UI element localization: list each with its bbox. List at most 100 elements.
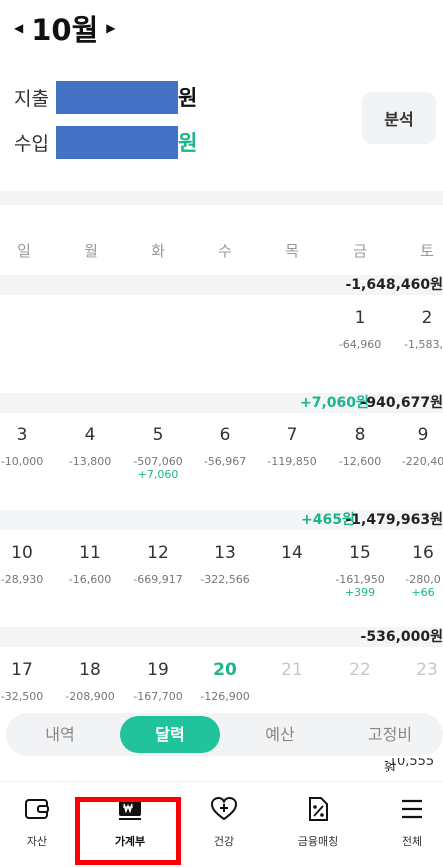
calendar-day[interactable]: 11 -16,600 bbox=[60, 543, 120, 586]
week-total-partial: -10,555원 bbox=[384, 758, 435, 772]
day-expense: -28,930 bbox=[0, 573, 44, 586]
nav-health[interactable]: 건강 bbox=[184, 796, 264, 849]
nav-label: 건강 bbox=[213, 835, 235, 848]
income-label: 수입 bbox=[14, 132, 49, 155]
calendar-day[interactable]: 6 -56,967 bbox=[195, 425, 255, 468]
monthly-summary: 지출 원 수입 원 bbox=[14, 80, 197, 170]
day-number: 8 bbox=[354, 425, 366, 445]
calendar-day[interactable]: 18 -208,900 bbox=[60, 660, 120, 703]
tab-fixed-cost[interactable]: 고정비 bbox=[367, 725, 413, 744]
calendar-day[interactable]: 3 -10,000 bbox=[0, 425, 52, 468]
ledger-won-icon bbox=[119, 799, 141, 820]
calendar-day[interactable]: 9 -220,40 bbox=[393, 425, 443, 468]
day-number: 13 bbox=[214, 543, 236, 563]
day-number: 1 bbox=[354, 308, 366, 328]
calendar-day[interactable]: 10 -28,930 bbox=[0, 543, 52, 586]
day-expense: -56,967 bbox=[203, 455, 247, 468]
week-summary-bar: +7,060원 -940,677원 bbox=[0, 393, 443, 413]
day-number: 5 bbox=[152, 425, 164, 445]
day-number: 11 bbox=[79, 543, 101, 563]
calendar-day-future[interactable]: 23 bbox=[397, 660, 443, 684]
weekday-wed: 수 bbox=[218, 242, 232, 260]
calendar-day[interactable]: 19 -167,700 bbox=[128, 660, 188, 703]
income-won-unit: 원 bbox=[178, 131, 198, 155]
day-number: 16 bbox=[412, 543, 434, 563]
day-expense: -32,500 bbox=[0, 690, 44, 703]
day-number: 12 bbox=[147, 543, 169, 563]
nav-household-ledger[interactable]: 가계부 bbox=[90, 796, 170, 849]
week-income: +7,060원 bbox=[300, 395, 369, 411]
section-divider bbox=[0, 191, 443, 205]
day-income: +66 bbox=[411, 586, 435, 599]
tab-history[interactable]: 내역 bbox=[45, 725, 75, 744]
day-number: 22 bbox=[349, 660, 371, 680]
calendar-day[interactable]: 4 -13,800 bbox=[60, 425, 120, 468]
expense-label: 지출 bbox=[14, 87, 49, 110]
day-expense: -208,900 bbox=[65, 690, 115, 703]
day-expense: -119,850 bbox=[267, 455, 317, 468]
weekday-sat: 토 bbox=[420, 242, 434, 260]
calendar-day[interactable]: 7 -119,850 bbox=[262, 425, 322, 468]
day-number: 14 bbox=[281, 543, 303, 563]
week-summary-bar: -1,648,460원 bbox=[0, 275, 443, 295]
day-number: 21 bbox=[281, 660, 303, 680]
nav-financial-matching[interactable]: 금융매칭 bbox=[278, 796, 358, 849]
nav-label: 자산 bbox=[26, 835, 48, 848]
day-expense: -12,600 bbox=[338, 455, 382, 468]
calendar-day-future[interactable]: 22 bbox=[330, 660, 390, 684]
week-summary-bar: -536,000원 bbox=[0, 627, 443, 647]
highlight-box bbox=[75, 797, 181, 865]
day-expense: -669,917 bbox=[133, 573, 183, 586]
calendar-day[interactable]: 5 -507,060 +7,060 bbox=[128, 425, 188, 481]
week-total: -1,648,460원 bbox=[345, 277, 443, 293]
calendar-day[interactable]: 12 -669,917 bbox=[128, 543, 188, 586]
week-income: +465원 bbox=[301, 512, 355, 528]
weekday-mon: 월 bbox=[84, 242, 98, 260]
nav-assets[interactable]: 자산 bbox=[0, 796, 77, 849]
day-number: 20 bbox=[213, 660, 237, 680]
calendar-day[interactable]: 1 -64,960 bbox=[330, 308, 390, 351]
day-expense: -322,566 bbox=[200, 573, 250, 586]
view-segmented-control: 내역 달력 예산 고정비 bbox=[6, 713, 443, 756]
tab-calendar[interactable]: 달력 bbox=[120, 716, 220, 753]
prev-month-icon[interactable]: ◀ bbox=[14, 21, 24, 35]
month-navigator: ◀ 10월 ▶ bbox=[14, 8, 116, 48]
calendar-day[interactable]: 16 -280,0 +66 bbox=[393, 543, 443, 599]
wallet-icon bbox=[25, 799, 49, 819]
weekday-thu: 목 bbox=[285, 242, 299, 260]
day-expense: -126,900 bbox=[200, 690, 250, 703]
day-number: 3 bbox=[16, 425, 28, 445]
nav-label: 가계부 bbox=[114, 835, 146, 848]
calendar-day-today[interactable]: 20 -126,900 bbox=[195, 660, 255, 703]
week-total: -536,000원 bbox=[360, 629, 443, 645]
day-expense: -220,40 bbox=[401, 455, 443, 468]
income-row: 수입 원 bbox=[14, 125, 197, 159]
expense-won-unit: 원 bbox=[178, 86, 198, 110]
day-number: 15 bbox=[349, 543, 371, 563]
day-expense: -280,0 bbox=[405, 573, 441, 586]
next-month-icon[interactable]: ▶ bbox=[106, 21, 116, 35]
calendar-day[interactable]: 17 -32,500 bbox=[0, 660, 52, 703]
calendar-day[interactable]: 13 -322,566 bbox=[195, 543, 255, 586]
nav-label: 금융매칭 bbox=[297, 835, 339, 848]
day-expense: -13,800 bbox=[68, 455, 112, 468]
hamburger-menu-icon bbox=[402, 799, 422, 819]
day-expense: -10,000 bbox=[0, 455, 44, 468]
weekday-sun: 일 bbox=[17, 242, 31, 260]
day-number: 4 bbox=[84, 425, 96, 445]
calendar-day[interactable]: 14 bbox=[262, 543, 322, 567]
analyze-button[interactable]: 분석 bbox=[362, 92, 436, 144]
day-number: 2 bbox=[421, 308, 433, 328]
nav-all-menu[interactable]: 전체 bbox=[372, 796, 443, 849]
day-number: 6 bbox=[219, 425, 231, 445]
weekday-fri: 금 bbox=[353, 242, 367, 260]
calendar-day-future[interactable]: 21 bbox=[262, 660, 322, 684]
week-summary-bar: +465원 -1,479,963원 bbox=[0, 510, 443, 530]
day-income: +399 bbox=[344, 586, 376, 599]
tab-budget[interactable]: 예산 bbox=[265, 725, 295, 744]
calendar-day[interactable]: 2 -1,583,5 bbox=[397, 308, 443, 351]
week-total: -940,677원 bbox=[360, 395, 443, 411]
calendar-day[interactable]: 15 -161,950 +399 bbox=[330, 543, 390, 599]
calendar-day[interactable]: 8 -12,600 bbox=[330, 425, 390, 468]
day-number: 9 bbox=[417, 425, 429, 445]
